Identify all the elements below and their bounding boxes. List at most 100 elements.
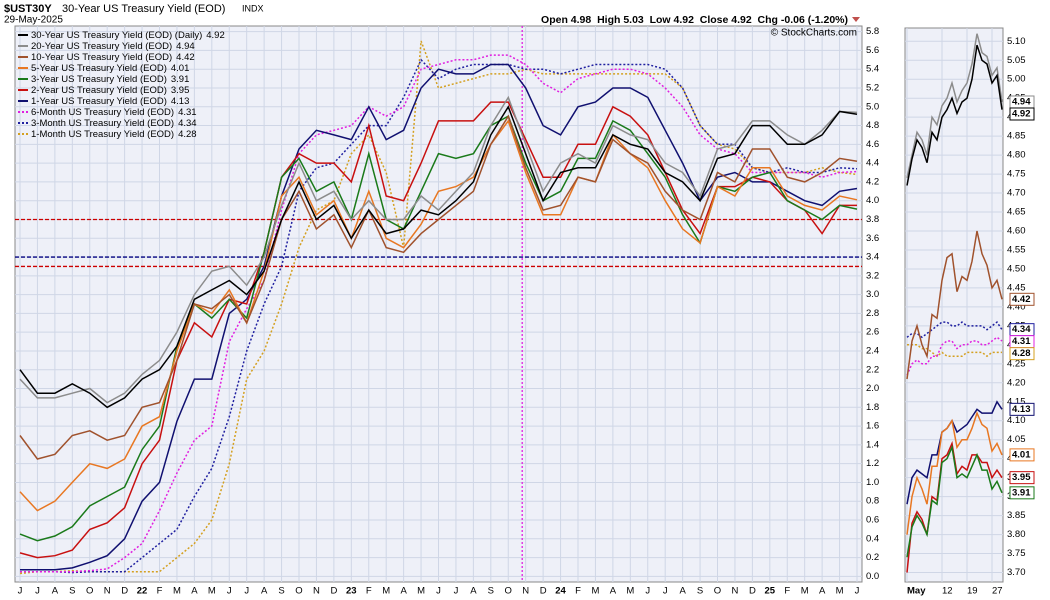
x-tick-label: M	[382, 586, 390, 597]
y-tick-label: 4.0	[866, 195, 879, 206]
value-tag: 4.13	[1012, 404, 1031, 415]
x-tick-label: N	[313, 586, 320, 597]
x-tick-label: O	[86, 586, 93, 597]
y-tick-label: 4.25	[1007, 358, 1026, 369]
legend-name: 3-Year US Treasury Yield (EOD)	[31, 74, 167, 85]
legend-entry: 6-Month US Treasury Yield (EOD) 4.31	[31, 107, 197, 118]
y-tick-label: 4.60	[1007, 226, 1026, 237]
y-tick-label: 1.8	[866, 402, 879, 413]
x-tick-label: 25	[765, 586, 776, 597]
series-line	[19, 40, 858, 575]
value-tag-box	[1009, 107, 1035, 121]
y-tick-label: 5.2	[866, 83, 879, 94]
value-tag-box	[1009, 292, 1035, 306]
x-tick-label: M	[801, 586, 809, 597]
value-tag-box	[1009, 471, 1035, 485]
x-tick-label: J	[244, 586, 249, 597]
y-tick-label: 3.80	[1007, 529, 1026, 540]
legend-entry: 10-Year US Treasury Yield (EOD) 4.42	[31, 52, 195, 63]
value-tag-box	[1009, 347, 1035, 361]
value-tag: 4.34	[1012, 324, 1031, 335]
series-line	[19, 114, 858, 460]
series-line	[19, 95, 858, 404]
legend-name: 1-Year US Treasury Yield (EOD)	[31, 96, 167, 107]
y-tick-label: 4.50	[1007, 263, 1026, 274]
series-line	[19, 119, 858, 512]
x-tick-label: D	[330, 586, 337, 597]
legend-value: 4.31	[178, 107, 197, 118]
x-tick-label: F	[157, 586, 163, 597]
legend-name: 3-Month US Treasury Yield (EOD)	[31, 118, 174, 129]
main-plot: 0.0 0.2 0.4 0.6 0.8 1.0 1.2 1.4 1.6 1.8 2.0 2.2 2.4 2…	[15, 26, 879, 597]
symbol: $UST30Y	[4, 3, 52, 15]
x-tick-label: F	[784, 586, 790, 597]
watermark: © StockCharts.com	[771, 28, 857, 39]
x-tick-label: 19	[967, 586, 978, 597]
y-tick-label: 0.4	[866, 533, 879, 544]
x-tick-label: J	[35, 586, 40, 597]
x-tick-label: N	[104, 586, 111, 597]
y-tick-label: 4.85	[1007, 131, 1026, 142]
value-tag: 4.01	[1012, 449, 1031, 460]
x-tick-label: M	[417, 586, 425, 597]
y-tick-label: 3.4	[866, 252, 879, 263]
legend-value: 3.91	[171, 74, 190, 85]
x-tick-label: J	[436, 586, 441, 597]
y-tick-label: 3.85	[1007, 510, 1026, 521]
legend-value: 4.13	[171, 96, 190, 107]
x-tick-label: D	[749, 586, 756, 597]
x-tick-label: A	[610, 586, 617, 597]
x-tick-label: A	[470, 586, 477, 597]
series-line	[906, 336, 1003, 376]
x-tick-label: O	[295, 586, 302, 597]
exchange: INDX	[242, 3, 264, 13]
series-line	[906, 33, 1003, 179]
x-tick-label: 24	[555, 586, 566, 597]
y-tick-label: 4.65	[1007, 207, 1026, 218]
legend-entry: 5-Year US Treasury Yield (EOD) 4.01	[31, 63, 189, 74]
legend-name: 20-Year US Treasury Yield (EOD)	[31, 41, 172, 52]
x-tick-label: J	[663, 586, 668, 597]
x-tick-label: D	[540, 586, 547, 597]
x-tick-label: 23	[346, 586, 357, 597]
y-tick-label: 4.20	[1007, 377, 1026, 388]
y-tick-label: 4.10	[1007, 415, 1026, 426]
legend-value: 4.92	[206, 30, 225, 41]
series-line	[20, 58, 858, 574]
symbol-name: 30-Year US Treasury Yield (EOD)	[62, 3, 225, 15]
y-tick-label: 0.0	[866, 571, 879, 582]
x-tick-label: N	[732, 586, 739, 597]
y-tick-label: 5.0	[866, 101, 879, 112]
y-tick-label: 3.0	[866, 289, 879, 300]
x-tick-label: S	[488, 586, 494, 597]
value-tag: 4.28	[1012, 348, 1031, 359]
legend-entry: 3-Month US Treasury Yield (EOD) 4.34	[31, 118, 197, 129]
value-tag: 4.31	[1012, 336, 1031, 347]
legend-name: 6-Month US Treasury Yield (EOD)	[31, 107, 174, 118]
legend-name: 10-Year US Treasury Yield (EOD)	[31, 52, 172, 63]
y-tick-label: 4.40	[1007, 301, 1026, 312]
legend-name: 1-Month US Treasury Yield (EOD)	[31, 129, 174, 140]
y-tick-label: 4.4	[866, 158, 879, 169]
legend-entry: 20-Year US Treasury Yield (EOD) 4.94	[31, 41, 195, 52]
x-tick-label: S	[69, 586, 75, 597]
change-arrow	[852, 17, 860, 22]
x-tick-label: A	[52, 586, 59, 597]
value-tag: 3.95	[1012, 472, 1031, 483]
legend-entry: 3-Year US Treasury Yield (EOD) 3.91	[31, 74, 189, 85]
series-line	[906, 400, 1003, 505]
y-tick-label: 0.8	[866, 496, 879, 507]
series-line	[907, 344, 1002, 358]
legend-entry: 1-Month US Treasury Yield (EOD) 4.28	[31, 129, 197, 140]
x-tick-label: A	[191, 586, 198, 597]
series-line	[906, 321, 1003, 339]
value-tag: 4.42	[1012, 294, 1031, 305]
x-tick-label: M	[591, 586, 599, 597]
y-tick-label: 4.2	[866, 176, 879, 187]
legend-value: 4.34	[178, 118, 197, 129]
value-tag: 4.94	[1012, 97, 1031, 108]
x-tick-label: J	[855, 586, 860, 597]
legend-value: 3.95	[171, 85, 190, 96]
legend-entry: 2-Year US Treasury Yield (EOD) 3.95	[31, 85, 189, 96]
